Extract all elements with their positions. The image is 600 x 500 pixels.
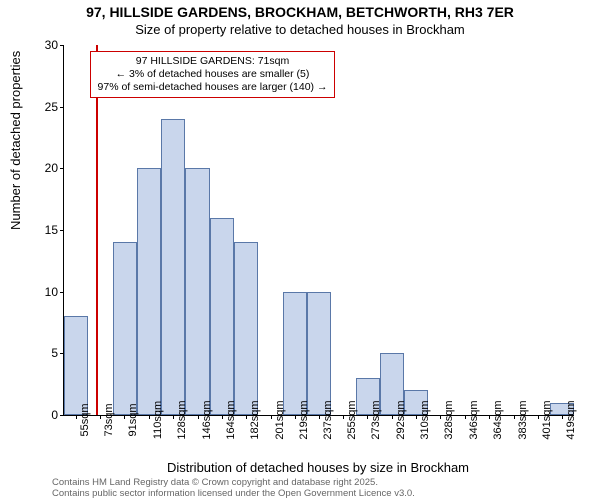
y-tick-mark xyxy=(60,230,64,231)
annotation-line-2: ← 3% of detached houses are smaller (5) xyxy=(97,68,328,81)
y-tick-mark xyxy=(60,292,64,293)
histogram-bar xyxy=(210,218,234,415)
x-tick-mark xyxy=(222,415,223,419)
x-tick-mark xyxy=(319,415,320,419)
x-tick-label: 255sqm xyxy=(346,400,358,439)
histogram-bar xyxy=(234,242,258,415)
plot-area: 97 HILLSIDE GARDENS: 71sqm← 3% of detach… xyxy=(63,45,574,416)
x-tick-mark xyxy=(149,415,150,419)
chart-title-main: 97, HILLSIDE GARDENS, BROCKHAM, BETCHWOR… xyxy=(0,4,600,20)
y-tick-label: 30 xyxy=(45,38,58,52)
x-tick-label: 128sqm xyxy=(176,400,188,439)
x-tick-mark xyxy=(173,415,174,419)
y-axis-label: Number of detached properties xyxy=(8,51,23,230)
histogram-bar xyxy=(283,292,307,415)
x-tick-label: 182sqm xyxy=(249,400,261,439)
x-tick-mark xyxy=(124,415,125,419)
y-tick-mark xyxy=(60,415,64,416)
y-tick-label: 15 xyxy=(45,223,58,237)
x-tick-mark xyxy=(295,415,296,419)
x-tick-mark xyxy=(440,415,441,419)
y-tick-mark xyxy=(60,107,64,108)
x-axis-label: Distribution of detached houses by size … xyxy=(63,460,573,475)
chart-title-sub: Size of property relative to detached ho… xyxy=(0,22,600,37)
marker-line xyxy=(96,45,98,415)
x-tick-label: 146sqm xyxy=(201,400,213,439)
x-tick-label: 401sqm xyxy=(541,400,553,439)
x-tick-label: 419sqm xyxy=(565,400,577,439)
x-tick-mark xyxy=(76,415,77,419)
y-tick-label: 20 xyxy=(45,161,58,175)
x-tick-mark xyxy=(246,415,247,419)
footer-attribution: Contains HM Land Registry data © Crown c… xyxy=(52,478,415,500)
histogram-bar xyxy=(113,242,137,415)
x-tick-mark xyxy=(562,415,563,419)
footer-line-2: Contains public sector information licen… xyxy=(52,489,415,500)
histogram-bar xyxy=(64,316,88,415)
x-tick-label: 219sqm xyxy=(298,400,310,439)
histogram-bar xyxy=(137,168,161,415)
x-tick-mark xyxy=(514,415,515,419)
x-tick-mark xyxy=(343,415,344,419)
x-tick-mark xyxy=(538,415,539,419)
x-tick-label: 201sqm xyxy=(274,400,286,439)
x-tick-label: 237sqm xyxy=(322,400,334,439)
x-tick-label: 73sqm xyxy=(103,403,115,436)
x-tick-mark xyxy=(489,415,490,419)
histogram-bar xyxy=(161,119,185,415)
y-tick-label: 5 xyxy=(51,346,58,360)
x-tick-label: 364sqm xyxy=(492,400,504,439)
x-tick-label: 164sqm xyxy=(225,400,237,439)
x-tick-mark xyxy=(416,415,417,419)
x-tick-label: 273sqm xyxy=(370,400,382,439)
annotation-line-3: 97% of semi-detached houses are larger (… xyxy=(97,81,328,94)
histogram-chart: 97, HILLSIDE GARDENS, BROCKHAM, BETCHWOR… xyxy=(0,0,600,500)
y-tick-mark xyxy=(60,168,64,169)
x-tick-mark xyxy=(392,415,393,419)
x-tick-mark xyxy=(198,415,199,419)
y-tick-label: 10 xyxy=(45,285,58,299)
x-tick-label: 91sqm xyxy=(127,403,139,436)
x-tick-label: 292sqm xyxy=(395,400,407,439)
x-tick-label: 328sqm xyxy=(443,400,455,439)
x-tick-label: 110sqm xyxy=(152,401,164,439)
annotation-line-1: 97 HILLSIDE GARDENS: 71sqm xyxy=(97,55,328,68)
x-tick-mark xyxy=(271,415,272,419)
x-tick-mark xyxy=(367,415,368,419)
annotation-box: 97 HILLSIDE GARDENS: 71sqm← 3% of detach… xyxy=(90,51,335,98)
x-tick-label: 310sqm xyxy=(419,400,431,439)
histogram-bar xyxy=(307,292,331,415)
x-tick-label: 383sqm xyxy=(517,400,529,439)
x-tick-mark xyxy=(100,415,101,419)
x-tick-label: 346sqm xyxy=(468,400,480,439)
x-tick-mark xyxy=(465,415,466,419)
y-tick-mark xyxy=(60,45,64,46)
x-tick-label: 55sqm xyxy=(79,403,91,436)
y-tick-label: 25 xyxy=(45,100,58,114)
histogram-bar xyxy=(185,168,209,415)
y-tick-label: 0 xyxy=(51,408,58,422)
